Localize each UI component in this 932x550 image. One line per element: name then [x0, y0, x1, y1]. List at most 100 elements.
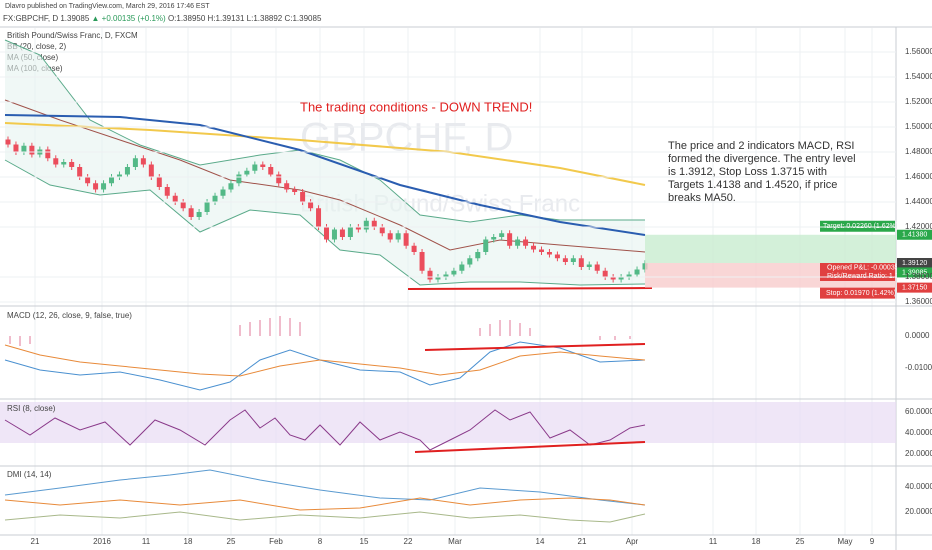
candle-body	[236, 174, 242, 184]
x-tick-label: 25	[227, 537, 236, 546]
candle-body	[570, 258, 576, 262]
y-tick-label: 1.42000	[905, 222, 932, 231]
trendline	[414, 441, 646, 453]
headline: The trading conditions - DOWN TREND!	[300, 99, 532, 114]
y-tick-label: 20.0000	[905, 449, 932, 458]
price-tag-label: 1.41380	[902, 232, 927, 239]
last: 1.39085	[60, 14, 89, 23]
candle-body	[45, 149, 51, 159]
label-bg	[820, 287, 895, 299]
candle-body	[21, 145, 27, 152]
candle-body	[554, 254, 560, 259]
y-axis: 1.56000 1.54000 1.52000 1.50000 1.48000 1.460…	[0, 47, 932, 306]
candle-body	[172, 195, 178, 202]
ma-100	[4, 122, 646, 186]
candle-body	[164, 187, 170, 196]
price-tag-label: 1.39120	[902, 260, 927, 267]
candle-body	[276, 174, 282, 184]
candle-body	[204, 202, 210, 212]
candle-body	[451, 270, 457, 275]
candle-body	[77, 167, 83, 177]
candle-body	[244, 170, 250, 175]
note-line: Targets 1.4138 and 1.4520, if price	[668, 179, 837, 191]
ma-50	[4, 114, 646, 236]
candle-body	[339, 229, 345, 237]
candle-body	[363, 220, 369, 230]
panel-title: RSI (8, close)	[7, 404, 56, 413]
candle-body	[156, 177, 162, 187]
candle-body	[300, 192, 306, 202]
x-tick-label: 14	[536, 537, 545, 546]
y-tick-label: 20.0000	[905, 507, 932, 516]
y-tick-label: 1.54000	[905, 72, 932, 81]
trendline	[407, 287, 653, 290]
price-tag-label: 1.37150	[902, 284, 927, 291]
panel-title: MACD (12, 26, close, 9, false, true)	[7, 311, 132, 320]
candle-body	[132, 158, 138, 167]
candle-body	[220, 189, 226, 196]
candle-body	[180, 202, 186, 209]
x-tick-label: 11	[709, 537, 718, 546]
price-tag	[897, 282, 932, 293]
x-tick-label: 18	[184, 537, 193, 546]
candle-body	[499, 233, 505, 237]
target-zone	[645, 234, 896, 263]
y-tick-label: 40.0000	[905, 482, 932, 491]
candle-body	[355, 227, 361, 230]
candle-body	[292, 189, 298, 192]
candle-body	[13, 144, 19, 152]
y-tick-label: 0.0000	[905, 331, 930, 340]
y-tick-label: 1.48000	[905, 147, 932, 156]
bb-upper	[4, 39, 645, 223]
x-tick-label: 15	[360, 537, 369, 546]
panel-title: DMI (14, 14)	[7, 470, 52, 479]
stop-label: Stop: 0.01970 (1.42%)	[826, 290, 896, 297]
candle-body	[491, 237, 497, 240]
bb-lower	[4, 159, 646, 286]
candle-body	[459, 264, 465, 271]
x-tick-label: Apr	[626, 537, 639, 546]
candle-body	[411, 245, 417, 252]
dmi-adx	[4, 469, 646, 506]
price-tag	[897, 229, 932, 240]
y-tick-label: 1.44000	[905, 197, 932, 206]
candle-body	[403, 233, 409, 246]
candle-body	[308, 202, 314, 209]
candle-body	[371, 220, 377, 227]
candle-body	[228, 183, 234, 190]
x-tick-label: Mar	[448, 537, 462, 546]
symbol: FX:GBPCHF, D 1.39085 ▲ +0.00135 (+0.1%) …	[3, 14, 322, 23]
bb-fill	[5, 40, 645, 285]
candle-body	[5, 139, 11, 145]
candle-body	[93, 183, 99, 190]
y-tick-label: 60.0000	[905, 407, 932, 416]
x-tick-label: 2016	[93, 537, 111, 546]
candle-body	[538, 249, 544, 252]
y-tick-label: 1.52000	[905, 97, 932, 106]
candle-body	[188, 208, 194, 217]
candle-body	[284, 183, 290, 190]
candle-body	[53, 158, 59, 165]
candle-body	[610, 277, 616, 280]
ohlc: O:1.38950 H:1.39131 L:1.38892 C:1.39085	[168, 14, 322, 23]
x-tick-label: 9	[870, 537, 875, 546]
candle-body	[316, 208, 322, 227]
macd-signal	[4, 344, 646, 377]
change: ▲ +0.00135 (+0.1%)	[92, 14, 167, 23]
candle-body	[523, 239, 529, 246]
note-line: is 1.3912, Stop Loss 1.3715 with	[668, 166, 827, 178]
x-tick-label: May	[837, 537, 852, 546]
candle-body	[546, 252, 552, 255]
candle-body	[331, 229, 337, 240]
x-tick-label: 25	[796, 537, 805, 546]
candle-body	[387, 233, 393, 240]
candle-body	[626, 274, 632, 277]
candle-body	[427, 270, 433, 280]
x-tick-label: 11	[142, 537, 151, 546]
y-tick-label: 1.38000	[905, 272, 932, 281]
candle-body	[268, 167, 274, 175]
note-line: The price and 2 indicators MACD, RSI	[668, 140, 854, 152]
x-axis: 21 2016 11 18 25 Feb 8 15 22 Mar 14 21 Apr 11 18 25 May 9	[31, 537, 875, 546]
x-tick-label: 21	[31, 537, 40, 546]
